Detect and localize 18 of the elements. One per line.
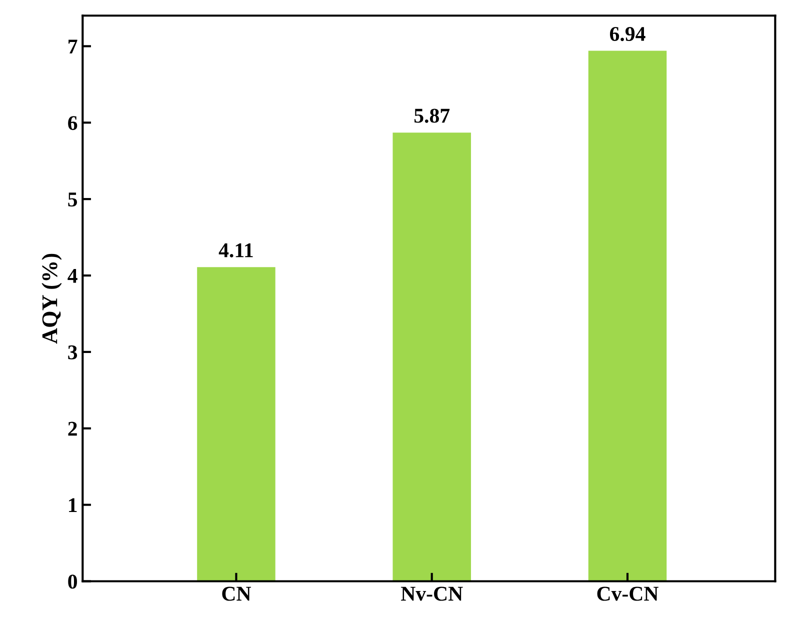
y-tick-label: 3	[68, 345, 78, 360]
x-tick-label: CN	[222, 586, 251, 601]
bar	[197, 267, 276, 582]
y-tick-label: 0	[68, 574, 77, 589]
y-tick-label: 2	[68, 422, 77, 436]
data-label: 6.94	[610, 27, 646, 42]
y-tick-label: 7	[68, 40, 78, 54]
y-axis-title: AQY (%)	[42, 254, 62, 344]
x-tick-label: Cv-CN	[597, 586, 658, 601]
y-tick-label: 6	[68, 116, 78, 130]
y-tick-label: 5	[68, 192, 78, 207]
y-tick-label: 4	[68, 269, 78, 283]
data-label: 4.11	[218, 243, 253, 258]
y-tick-label: 1	[69, 498, 77, 512]
x-tick-label: Nv-CN	[401, 586, 463, 601]
bar	[392, 132, 471, 582]
data-label: 5.87	[414, 108, 450, 123]
bar	[588, 50, 667, 582]
